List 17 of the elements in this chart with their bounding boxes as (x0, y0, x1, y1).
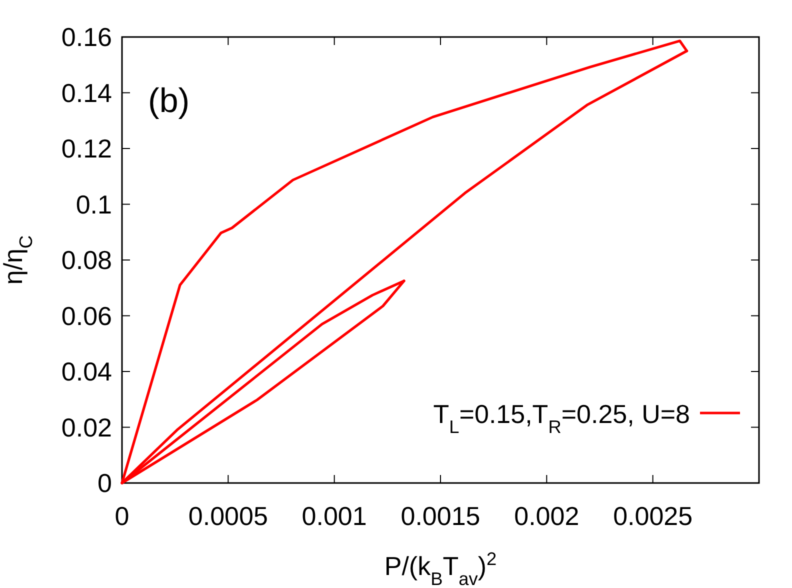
y-tick-label: 0.12 (61, 134, 112, 164)
legend-label: T$_{L}$=0.15,T$_{R}$=0.25, U=8 (433, 399, 690, 437)
y-tick-label: 0 (98, 468, 112, 498)
x-tick-label: 0.0005 (188, 501, 268, 531)
x-tick-label: 0.002 (514, 501, 580, 531)
x-tick-label: 0.0025 (613, 501, 693, 531)
x-axis-title: P/(k$_{B}$T$_{av}$)$^{2}$ (384, 549, 497, 588)
y-tick-label: 0.14 (61, 78, 112, 108)
annotation: (b) (148, 82, 190, 120)
y-tick-label: 0.08 (61, 245, 112, 275)
y-tick-label: 0.16 (61, 22, 112, 52)
y-tick-label: 0.1 (76, 189, 112, 220)
x-tick-label: 0.0015 (400, 501, 480, 531)
x-tick-label: 0.001 (302, 501, 367, 531)
y-tick-label: 0.02 (61, 412, 112, 442)
y-tick-label: 0.04 (61, 356, 112, 386)
y-tick-label: 0.06 (61, 300, 112, 331)
